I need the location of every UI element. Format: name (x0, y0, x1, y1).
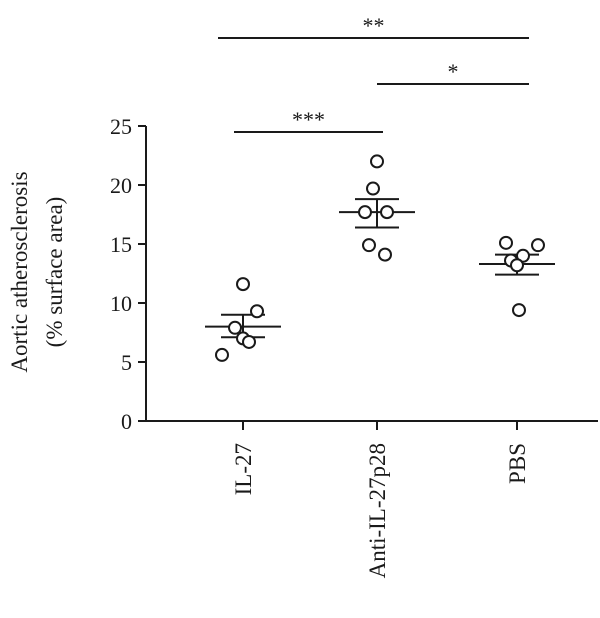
data-point (366, 181, 380, 196)
data-point (242, 334, 256, 349)
data-point (370, 154, 384, 169)
data-point (236, 277, 250, 292)
y-tick-label: 5 (121, 350, 132, 375)
data-point (215, 347, 229, 362)
y-tick-label: 10 (110, 291, 132, 316)
significance-label: ** (363, 13, 385, 38)
data-point (378, 247, 392, 262)
data-groups (205, 154, 555, 362)
data-point (510, 258, 524, 273)
group-0 (205, 277, 281, 362)
data-point (499, 235, 513, 250)
axes: 0 5 10 15 20 25 IL-27 Anti-IL-27p28 PBS (110, 114, 598, 578)
y-tick-label: 25 (110, 114, 132, 139)
significance-label: * (448, 59, 459, 84)
data-point (358, 205, 372, 220)
data-point (380, 205, 394, 220)
group-1 (339, 154, 415, 262)
y-axis-title-line2: (% surface area) (42, 197, 67, 348)
significance-label: *** (292, 107, 325, 132)
y-axis-title-line1: Aortic atherosclerosis (7, 171, 32, 372)
y-tick-label: 15 (110, 232, 132, 257)
x-tick-label: PBS (505, 443, 530, 484)
y-tick-label: 0 (121, 409, 132, 434)
significance-bars: ****** (218, 13, 529, 133)
y-axis-title: Aortic atherosclerosis (% surface area) (7, 171, 67, 372)
data-point (362, 238, 376, 253)
group-2 (479, 235, 555, 318)
data-point (250, 304, 264, 319)
y-tick-label: 20 (110, 173, 132, 198)
x-tick-label: IL-27 (231, 443, 256, 495)
x-tick-label: Anti-IL-27p28 (365, 443, 390, 578)
data-point (512, 303, 526, 318)
data-point (228, 320, 242, 335)
data-point (531, 238, 545, 253)
